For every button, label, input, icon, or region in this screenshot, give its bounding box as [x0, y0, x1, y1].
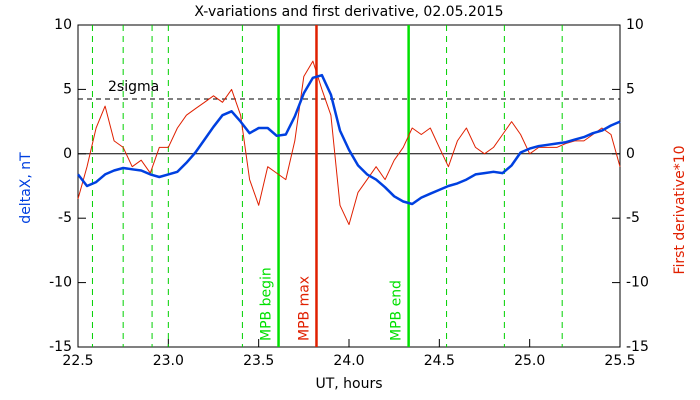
x-tick-label: 23.0 [153, 353, 184, 369]
y2-tick-label: -5 [626, 210, 640, 226]
y-tick-label: -15 [49, 339, 72, 355]
marker-label: MPB begin [259, 267, 275, 341]
chart-title: X-variations and first derivative, 02.05… [194, 4, 503, 20]
x-tick-label: 25.0 [514, 353, 545, 369]
y2-tick-label: 0 [626, 146, 635, 162]
y-tick-label: -10 [49, 275, 72, 291]
y-tick-label: 5 [63, 81, 72, 97]
y2-tick-label: 10 [626, 17, 644, 33]
reference-label: 2sigma [108, 79, 159, 95]
marker-label: MPB max [296, 276, 312, 341]
data-line [77, 60, 621, 226]
y-tick-label: 0 [63, 146, 72, 162]
y-tick-label: -5 [58, 210, 72, 226]
x-tick-label: 24.5 [424, 353, 455, 369]
x-tick-label: 24.0 [333, 353, 364, 369]
marker-label: MPB end [389, 280, 405, 341]
x-tick-label: 22.5 [62, 353, 93, 369]
plot-frame [77, 24, 621, 348]
y-axis-label: deltaX, nT [18, 152, 34, 224]
data-line [77, 73, 621, 206]
y2-axis-label: First derivative*10 [672, 145, 688, 274]
x-tick-label: 25.5 [604, 353, 635, 369]
x-tick-label: 23.5 [243, 353, 274, 369]
x-axis-label: UT, hours [315, 376, 382, 392]
y2-tick-label: 5 [626, 81, 635, 97]
y-tick-label: 10 [54, 17, 72, 33]
y2-tick-label: -10 [626, 275, 649, 291]
y2-tick-label: -15 [626, 339, 649, 355]
